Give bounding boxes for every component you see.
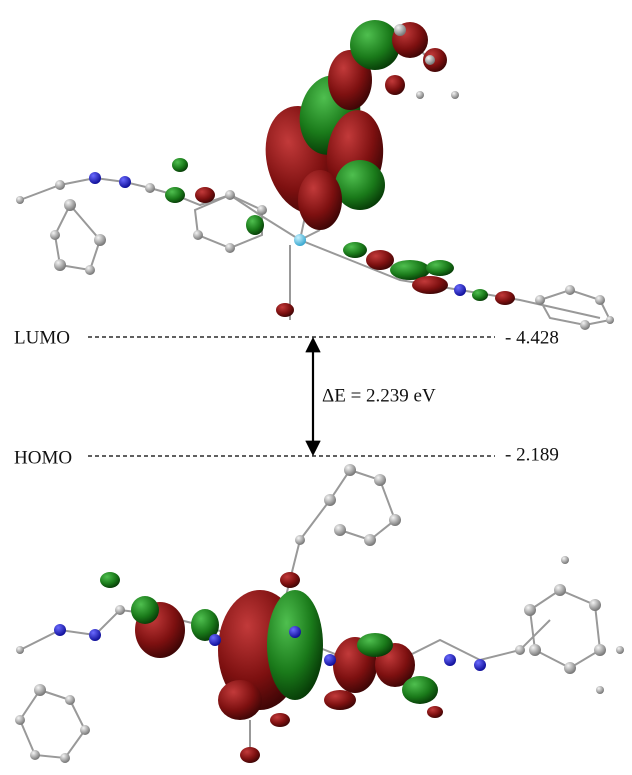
orbital-lobe-positive	[472, 289, 488, 301]
atom	[55, 180, 65, 190]
molecules	[15, 20, 624, 763]
atom	[364, 534, 376, 546]
atom	[524, 604, 536, 616]
atom	[225, 190, 235, 200]
metal-atom	[294, 234, 306, 246]
orbital-lobe-positive	[100, 572, 120, 588]
atom	[295, 535, 305, 545]
atom	[94, 234, 106, 246]
atom	[34, 684, 46, 696]
orbital-diagram: LUMO - 4.428 ΔE = 2.239 eV HOMO - 2.189	[0, 0, 632, 775]
atom	[16, 646, 24, 654]
atom	[85, 265, 95, 275]
atom	[529, 644, 541, 656]
atom	[564, 662, 576, 674]
atom	[54, 259, 66, 271]
atom	[515, 645, 525, 655]
orbital-lobe-negative	[218, 680, 262, 720]
atom	[606, 316, 614, 324]
orbital-lobe-positive	[350, 20, 400, 70]
atom	[50, 230, 60, 240]
gap-label: ΔE = 2.239 eV	[322, 385, 436, 406]
nitrogen-atom	[209, 634, 221, 646]
orbital-lobe-negative	[412, 276, 448, 294]
orbital-lobe-positive	[172, 158, 188, 172]
atom	[565, 285, 575, 295]
atom	[334, 524, 346, 536]
orbital-lobe-positive	[426, 260, 454, 276]
nitrogen-atom	[474, 659, 486, 671]
orbital-lobe-negative	[324, 690, 356, 710]
atom	[394, 24, 406, 36]
atom	[145, 183, 155, 193]
orbital-lobe-negative	[385, 75, 405, 95]
atom	[257, 205, 267, 215]
atom	[580, 320, 590, 330]
orbital-lobe-positive	[165, 187, 185, 203]
nitrogen-atom	[119, 176, 131, 188]
atom	[324, 494, 336, 506]
atom	[16, 196, 24, 204]
nitrogen-atom	[89, 629, 101, 641]
atom	[225, 243, 235, 253]
nitrogen-atom	[324, 654, 336, 666]
orbital-lobe-positive	[246, 215, 264, 235]
atom	[80, 725, 90, 735]
atom	[616, 646, 624, 654]
atom	[15, 715, 25, 725]
lumo-label: LUMO	[14, 327, 70, 348]
atom	[30, 750, 40, 760]
homo-energy: - 2.189	[505, 444, 559, 465]
nitrogen-atom	[444, 654, 456, 666]
nitrogen-atom	[289, 626, 301, 638]
orbital-lobe-positive	[267, 590, 323, 700]
nitrogen-atom	[54, 624, 66, 636]
orbital-lobe-positive	[131, 596, 159, 624]
atom	[594, 644, 606, 656]
atom	[193, 230, 203, 240]
orbital-lobe-positive	[343, 242, 367, 258]
atom	[115, 605, 125, 615]
atom	[589, 599, 601, 611]
nitrogen-atom	[89, 172, 101, 184]
atom	[374, 474, 386, 486]
atom	[535, 295, 545, 305]
atom	[389, 514, 401, 526]
orbital-lobe-positive	[357, 633, 393, 657]
atom	[65, 695, 75, 705]
atom	[596, 686, 604, 694]
orbital-lobe-positive	[335, 160, 385, 210]
orbital-lobe-negative	[270, 713, 290, 727]
orbital-lobe-negative	[298, 170, 342, 230]
orbital-lobe-negative	[276, 303, 294, 317]
orbital-lobe-negative	[280, 572, 300, 588]
atom	[60, 753, 70, 763]
atom	[64, 199, 76, 211]
orbital-lobe-negative	[495, 291, 515, 305]
atom	[425, 55, 435, 65]
lumo-energy: - 4.428	[505, 327, 559, 348]
orbital-lobe-negative	[366, 250, 394, 270]
orbital-lobe-negative	[427, 706, 443, 718]
homo-label: HOMO	[14, 447, 72, 468]
atom	[561, 556, 569, 564]
atom	[554, 584, 566, 596]
orbital-lobe-positive	[402, 676, 438, 704]
atom	[595, 295, 605, 305]
orbital-lobe-negative	[195, 187, 215, 203]
atom	[344, 464, 356, 476]
bond	[20, 690, 85, 758]
nitrogen-atom	[454, 284, 466, 296]
orbital-lobe-negative	[240, 747, 260, 763]
atom	[416, 91, 424, 99]
atom	[451, 91, 459, 99]
